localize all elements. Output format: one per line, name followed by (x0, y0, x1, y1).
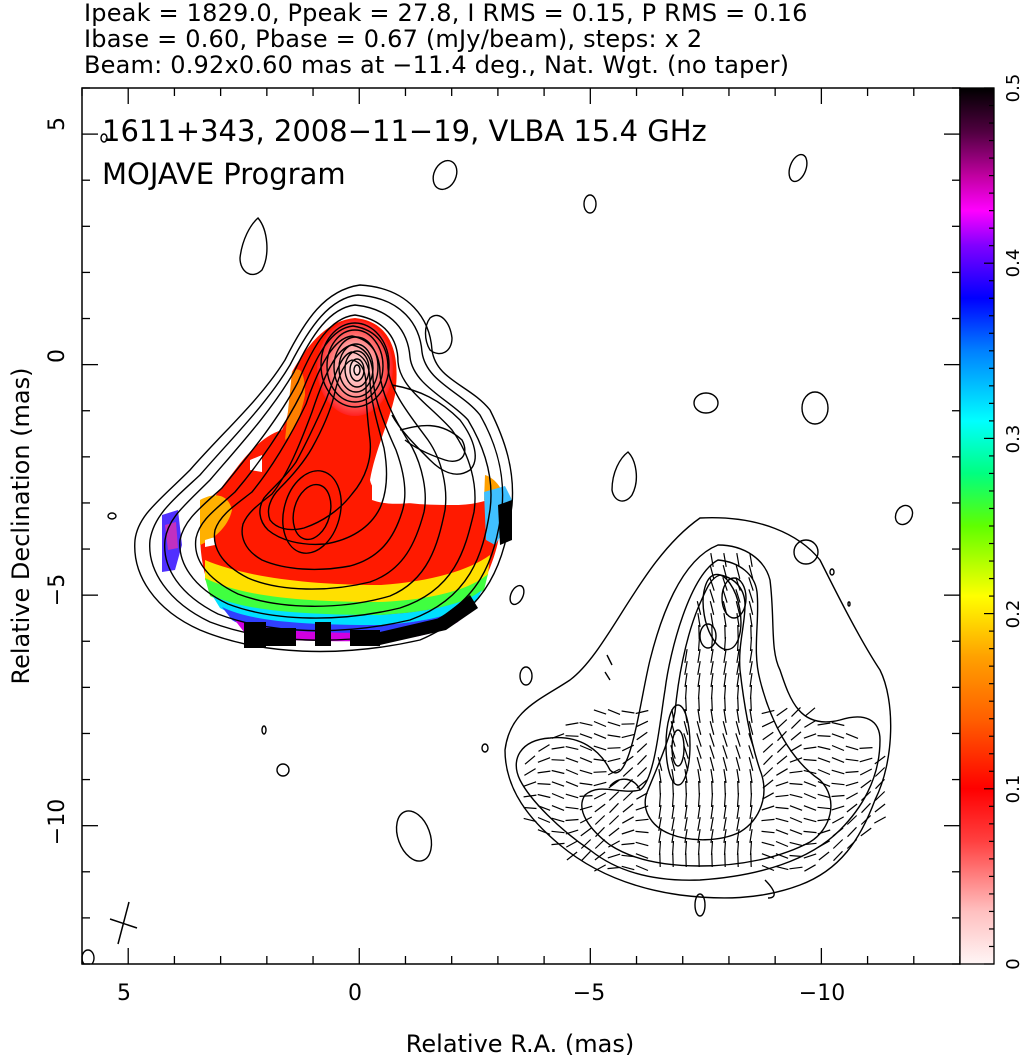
header-peak-line: Ipeak = 1829.0, Ppeak = 27.8, I RMS = 0.… (84, 0, 808, 27)
polarization-color-map (162, 318, 512, 648)
x-axis-title: Relative R.A. (mas) (406, 1030, 634, 1058)
evpa-vectors (523, 552, 886, 872)
x-tick-label-minus10: −10 (799, 981, 845, 1006)
colorbar (959, 87, 995, 965)
colorbar-label-0.3: 0.3 (1003, 425, 1022, 454)
colorbar-label-0.4: 0.4 (1003, 249, 1022, 278)
y-tick-label-5: 5 (45, 117, 70, 131)
intensity-contours-left (134, 284, 514, 653)
beam-cross (109, 901, 138, 945)
colorbar-label-0.5: 0.5 (1003, 74, 1022, 103)
y-tick-label-minus10: −10 (45, 799, 70, 845)
x-tick-label-minus5: −5 (573, 981, 605, 1006)
colorbar-label-0.1: 0.1 (1003, 775, 1022, 804)
colorbar-label-0.2: 0.2 (1003, 600, 1022, 629)
colorbar-label-0: 0 (1003, 958, 1022, 969)
map-header: Ipeak = 1829.0, Ppeak = 27.8, I RMS = 0.… (84, 0, 1014, 78)
polarization-panel (504, 517, 892, 899)
x-tick-label-5: 5 (117, 981, 131, 1006)
y-tick-label-0: 0 (45, 349, 70, 363)
header-base-line: Ibase = 0.60, Pbase = 0.67 (mJy/beam), s… (84, 25, 703, 53)
header-beam-line: Beam: 0.92x0.60 mas at −11.4 deg., Nat. … (84, 51, 790, 79)
y-axis-title: Relative Declination (mas) (7, 367, 35, 684)
noise-contours (82, 133, 960, 964)
colorbar-ticks (984, 87, 994, 965)
x-tick-label-0: 0 (348, 981, 362, 1006)
map-title: 1611+343, 2008−11−19, VLBA 15.4 GHz (102, 114, 707, 148)
y-tick-label-minus5: −5 (45, 574, 70, 606)
map-subtitle: MOJAVE Program (102, 157, 346, 191)
axis-ticks (81, 87, 961, 965)
